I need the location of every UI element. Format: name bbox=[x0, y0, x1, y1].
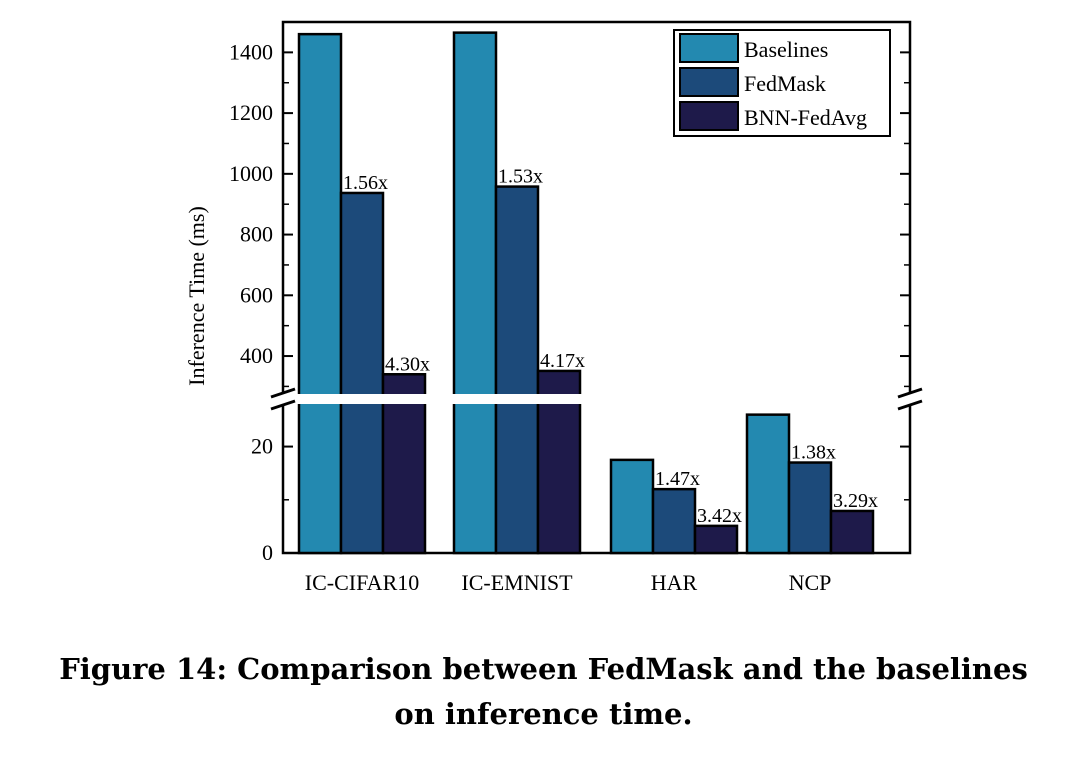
bar-baselines-ic-emnist bbox=[452, 31, 498, 555]
legend-label: FedMask bbox=[744, 71, 826, 96]
bar-baselines-ic-cifar10 bbox=[297, 32, 343, 555]
y-tick-label: 1400 bbox=[229, 39, 273, 64]
plot-border bbox=[281, 20, 912, 555]
bar-data-label: 4.17x bbox=[540, 350, 585, 372]
figure-caption-line-1: Figure 14: Comparison between FedMask an… bbox=[59, 652, 1028, 686]
bar-data-label: 1.53x bbox=[498, 166, 543, 188]
y-tick-label: 0 bbox=[262, 540, 273, 565]
y-tick-label: 400 bbox=[240, 343, 273, 368]
legend-label: BNN-FedAvg bbox=[744, 105, 867, 130]
break-slash bbox=[897, 387, 923, 399]
bar-bnn-fedavg-ncp bbox=[829, 509, 875, 555]
x-category-label: IC-EMNIST bbox=[461, 570, 573, 595]
legend-swatch bbox=[679, 33, 739, 63]
bar-bnn-fedavg-har bbox=[693, 524, 739, 555]
bars-layer bbox=[297, 31, 875, 555]
y-axis-ticks: 0 20 400 600 800 1000 1200 1400 bbox=[229, 39, 910, 565]
y-tick-label: 20 bbox=[251, 434, 273, 459]
x-category-label: HAR bbox=[651, 570, 698, 595]
y-tick-label: 1000 bbox=[229, 161, 273, 186]
break-slash bbox=[270, 387, 296, 399]
bar-fedmask-ic-cifar10 bbox=[339, 191, 385, 555]
bar-baselines-ncp bbox=[745, 413, 791, 555]
bar-data-label: 3.29x bbox=[833, 490, 878, 512]
legend: Baselines FedMask BNN-FedAvg bbox=[673, 29, 891, 137]
bar-data-label: 1.38x bbox=[791, 442, 836, 464]
data-labels: 1.56x 1.53x 1.47x 1.38x 4.30x 4.17x 3.42x 3.29x bbox=[343, 166, 878, 527]
x-category-label: IC-CIFAR10 bbox=[305, 570, 420, 595]
y-tick-label: 600 bbox=[240, 282, 273, 307]
break-slash bbox=[270, 399, 296, 411]
axis-break bbox=[270, 387, 923, 411]
bar-fedmask-ncp bbox=[787, 461, 833, 555]
figure-caption-line-2: on inference time. bbox=[394, 697, 693, 731]
y-axis-title: Inference Time (ms) bbox=[184, 206, 209, 386]
legend-swatch bbox=[679, 101, 739, 131]
x-category-label: NCP bbox=[789, 570, 832, 595]
y-tick-label: 1200 bbox=[229, 100, 273, 125]
bar-fedmask-har bbox=[651, 487, 697, 555]
bar-data-label: 3.42x bbox=[697, 505, 742, 527]
legend-swatch bbox=[679, 67, 739, 97]
y-tick-label: 800 bbox=[240, 222, 273, 247]
bar-data-label: 4.30x bbox=[385, 353, 430, 375]
break-slash bbox=[897, 399, 923, 411]
bar-bnn-fedavg-ic-cifar10 bbox=[381, 373, 427, 555]
bar-fedmask-ic-emnist bbox=[494, 185, 540, 555]
bar-chart: 0 20 400 600 800 1000 1200 1400 IC-CIFAR10 IC-EM… bbox=[184, 20, 923, 595]
legend-label: Baselines bbox=[744, 37, 828, 62]
bar-baselines-har bbox=[609, 458, 655, 555]
bar-data-label: 1.56x bbox=[343, 172, 388, 194]
bar-data-label: 1.47x bbox=[655, 468, 700, 490]
x-axis-categories: IC-CIFAR10 IC-EMNIST HAR NCP bbox=[305, 570, 832, 595]
break-gap bbox=[271, 394, 922, 404]
plot-frame bbox=[281, 20, 912, 555]
